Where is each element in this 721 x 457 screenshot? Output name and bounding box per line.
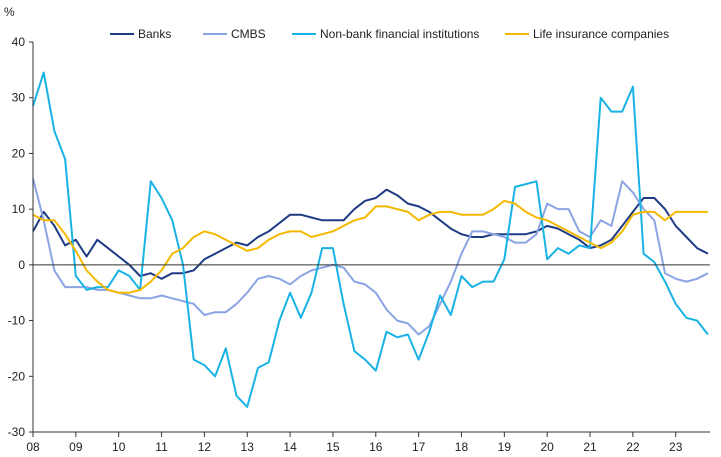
series-line-cmbs <box>32 178 709 336</box>
y-tick-label: 20 <box>12 146 26 160</box>
x-tick-label: 16 <box>369 440 383 454</box>
x-tick-label: 11 <box>155 440 168 454</box>
legend-label: CMBS <box>231 27 266 41</box>
series-line-life-insurance-companies <box>32 199 708 294</box>
series-line-non-bank-financial-institutions <box>32 71 709 408</box>
x-tick-label: 21 <box>583 440 597 454</box>
x-tick-label: 09 <box>69 440 83 454</box>
y-tick-label: -20 <box>8 369 26 383</box>
y-tick-label: 0 <box>18 258 25 272</box>
x-tick-label: 18 <box>455 440 469 454</box>
legend: Banks CMBS Non-bank financial institutions… <box>110 27 669 41</box>
legend-label: Life insurance companies <box>533 27 669 41</box>
y-tick-label: -10 <box>8 314 26 328</box>
x-tick-label: 17 <box>412 440 426 454</box>
x-tick-label: 22 <box>626 440 640 454</box>
x-tick-label: 23 <box>669 440 683 454</box>
x-tick-label: 14 <box>283 440 297 454</box>
series-line-banks <box>32 188 709 280</box>
legend-label: Non-bank financial institutions <box>320 27 479 41</box>
x-tick-label: 19 <box>498 440 512 454</box>
x-tick-label: 13 <box>241 440 255 454</box>
y-tick-label: 30 <box>12 91 26 105</box>
x-tick-label: 12 <box>198 440 212 454</box>
legend-label: Banks <box>138 27 171 41</box>
x-tick-label: 15 <box>326 440 340 454</box>
x-tick-label: 08 <box>26 440 40 454</box>
x-tick-label: 10 <box>112 440 126 454</box>
y-axis-ticks: -30 -20 -10 0 10 20 30 40 <box>8 35 33 439</box>
y-tick-label: 40 <box>12 35 26 49</box>
y-tick-label: -30 <box>8 425 26 439</box>
plot-lines <box>32 71 709 408</box>
y-tick-label: 10 <box>12 202 26 216</box>
y-axis-unit-label: % <box>4 5 15 19</box>
x-axis-ticks: 08 09 10 11 12 13 14 15 16 17 18 19 20 21 22 23 <box>26 432 683 454</box>
x-tick-label: 20 <box>540 440 554 454</box>
